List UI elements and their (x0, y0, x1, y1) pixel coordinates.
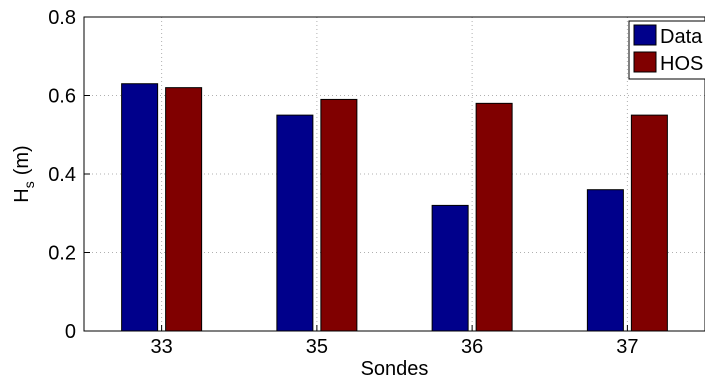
bar-hos-37 (630, 114, 668, 332)
x-tick-label: 33 (151, 336, 173, 358)
legend-swatch-data (633, 24, 657, 46)
y-tick-label: 0 (65, 321, 76, 343)
legend-label-hos: HOS (660, 53, 703, 75)
bar-data-35 (276, 114, 314, 332)
y-axis-label-subscript: s (21, 181, 37, 188)
y-axis-label: Hs (m) (11, 145, 37, 202)
bar-hos-36 (475, 102, 513, 332)
x-tick-label: 37 (616, 336, 638, 358)
bar-data-36 (431, 204, 469, 332)
legend-swatch-hos (633, 51, 657, 73)
y-tick-label: 0.4 (48, 164, 76, 186)
y-axis-ticks: 0 0.2 0.4 0.6 0.8 (48, 7, 90, 343)
y-tick-label: 0.6 (48, 86, 76, 108)
bar-hos-33 (165, 87, 203, 332)
x-axis-label: Sondes (361, 358, 429, 379)
bar-data-33 (121, 83, 159, 332)
y-tick-label: 0.8 (48, 7, 76, 29)
y-axis-label-unit: (m) (11, 145, 33, 175)
x-tick-label: 35 (306, 336, 328, 358)
grid (84, 17, 705, 331)
legend-label-data: Data (660, 26, 703, 48)
x-tick-label: 36 (461, 336, 483, 358)
bar-data-37 (586, 189, 624, 332)
bars (121, 83, 668, 332)
y-axis-label-main: H (11, 188, 33, 202)
bar-hos-35 (320, 98, 358, 332)
x-axis-ticks: 33 35 36 37 (151, 325, 639, 358)
legend: Data HOS (628, 20, 705, 80)
y-tick-label: 0.2 (48, 243, 76, 265)
